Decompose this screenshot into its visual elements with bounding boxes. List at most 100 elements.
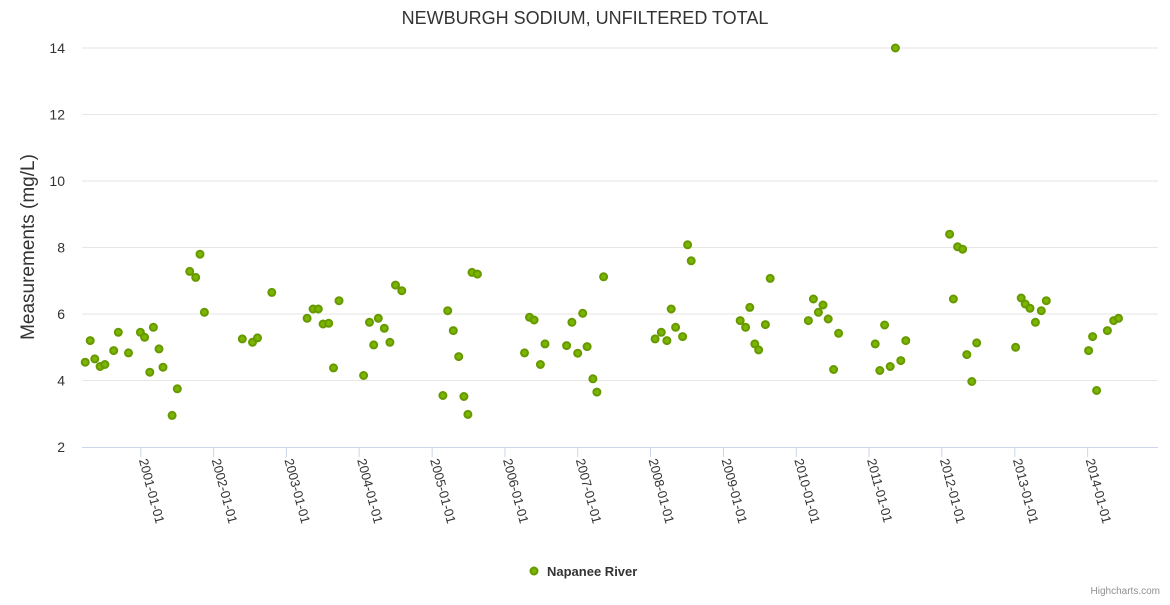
data-point[interactable] [750, 339, 760, 349]
data-point[interactable] [158, 362, 168, 372]
data-point[interactable] [901, 336, 911, 346]
data-point[interactable] [90, 354, 100, 364]
data-point[interactable] [109, 346, 119, 356]
data-point[interactable] [1011, 342, 1021, 352]
data-point[interactable] [185, 266, 195, 276]
data-point[interactable] [599, 272, 609, 282]
data-point[interactable] [199, 307, 209, 317]
data-point[interactable] [829, 365, 839, 374]
data-point[interactable] [656, 327, 666, 337]
data-point[interactable] [1102, 326, 1112, 336]
data-point[interactable] [562, 341, 572, 351]
data-point[interactable] [85, 336, 95, 346]
data-point[interactable] [80, 357, 90, 367]
data-point[interactable] [1016, 293, 1026, 303]
data-point[interactable] [369, 340, 379, 350]
data-point[interactable] [948, 294, 958, 304]
data-point[interactable] [385, 337, 395, 347]
data-point[interactable] [1092, 386, 1102, 395]
data-point[interactable] [662, 336, 672, 346]
data-point[interactable] [972, 338, 982, 348]
data-point[interactable] [463, 409, 473, 419]
data-point[interactable] [567, 317, 577, 327]
data-point[interactable] [391, 280, 400, 290]
data-point[interactable] [1025, 303, 1035, 313]
data-point[interactable] [741, 322, 751, 332]
data-point[interactable] [818, 300, 828, 310]
data-point[interactable] [359, 371, 369, 380]
data-point[interactable] [754, 345, 764, 355]
data-point[interactable] [890, 43, 900, 53]
data-point[interactable] [760, 320, 770, 330]
data-point[interactable] [167, 410, 177, 420]
data-point[interactable] [379, 323, 389, 333]
data-point[interactable] [765, 273, 775, 283]
data-point[interactable] [578, 308, 588, 318]
legend[interactable]: Napanee River [529, 564, 638, 579]
data-point[interactable] [573, 348, 583, 358]
data-point[interactable] [529, 315, 539, 325]
data-point[interactable] [172, 384, 182, 394]
data-point[interactable] [896, 356, 906, 366]
data-point[interactable] [154, 344, 164, 354]
data-point[interactable] [735, 316, 745, 326]
data-point[interactable] [148, 322, 158, 332]
data-point[interactable] [803, 316, 813, 326]
data-point[interactable] [1088, 332, 1098, 342]
data-point[interactable] [1041, 296, 1051, 306]
data-point[interactable] [329, 363, 338, 373]
data-point[interactable] [683, 240, 693, 250]
data-point[interactable] [124, 348, 133, 358]
data-point[interactable] [195, 249, 205, 259]
data-point[interactable] [100, 360, 110, 369]
data-point[interactable] [885, 362, 895, 371]
data-point[interactable] [1036, 306, 1046, 316]
data-point[interactable] [745, 302, 755, 312]
data-point[interactable] [443, 306, 453, 316]
data-point[interactable] [535, 360, 545, 369]
data-point[interactable] [686, 256, 696, 266]
data-point[interactable] [459, 392, 469, 401]
data-point[interactable] [253, 333, 262, 343]
data-point[interactable] [373, 313, 383, 323]
data-point[interactable] [1030, 317, 1040, 327]
data-point[interactable] [967, 377, 977, 386]
data-point[interactable] [1114, 313, 1123, 323]
data-point[interactable] [1084, 346, 1094, 356]
data-point[interactable] [365, 317, 374, 327]
data-point[interactable] [313, 304, 323, 314]
data-point[interactable] [823, 314, 833, 324]
data-point[interactable] [582, 342, 592, 352]
data-point[interactable] [588, 374, 598, 384]
data-point[interactable] [520, 348, 529, 358]
credits-link[interactable]: Highcharts.com [1091, 586, 1160, 597]
data-point[interactable] [962, 350, 972, 360]
legend-label[interactable]: Napanee River [547, 564, 637, 579]
data-point[interactable] [397, 286, 407, 296]
data-point[interactable] [945, 229, 955, 239]
data-point[interactable] [191, 272, 201, 282]
data-point[interactable] [324, 318, 334, 328]
data-point[interactable] [678, 332, 688, 342]
data-point[interactable] [145, 367, 155, 377]
data-point[interactable] [472, 269, 482, 279]
data-point[interactable] [113, 327, 123, 337]
data-point[interactable] [666, 304, 676, 314]
data-point[interactable] [870, 339, 880, 349]
data-point[interactable] [448, 326, 458, 336]
data-point[interactable] [302, 313, 312, 323]
data-point[interactable] [650, 334, 660, 344]
data-point[interactable] [267, 287, 277, 297]
data-point[interactable] [671, 322, 681, 332]
data-point[interactable] [334, 296, 344, 306]
data-point[interactable] [237, 334, 247, 344]
data-point[interactable] [958, 244, 968, 254]
data-point[interactable] [454, 352, 464, 362]
data-point[interactable] [438, 391, 448, 400]
data-point[interactable] [880, 320, 890, 330]
data-point[interactable] [834, 328, 844, 338]
data-point[interactable] [592, 387, 602, 397]
data-point[interactable] [140, 332, 150, 342]
data-point[interactable] [540, 339, 550, 349]
data-point[interactable] [808, 294, 818, 304]
